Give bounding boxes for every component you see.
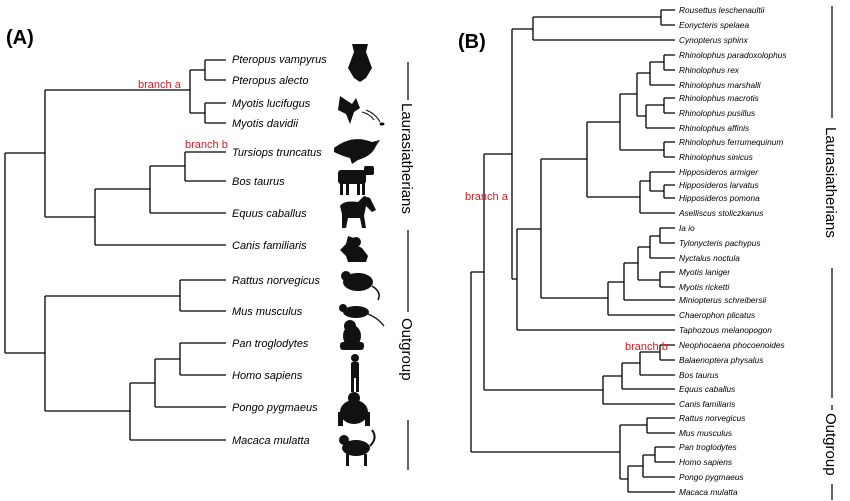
taxon-label: Canis familiaris xyxy=(679,399,735,409)
group-outgroup-b: Outgroup xyxy=(822,413,839,476)
taxon-label: Rousettus leschenaultii xyxy=(679,5,765,15)
taxon-label: Myotis davidii xyxy=(232,118,299,130)
taxon-label: Rhinolophus ferrumequinum xyxy=(679,137,783,147)
taxon-label: Rhinolophus affinis xyxy=(679,123,749,133)
taxon-label: Tursiops truncatus xyxy=(232,147,322,159)
group-laurasiatherians-b: Laurasiatherians xyxy=(822,127,839,238)
taxon-label: Rhinolophus paradoxolophus xyxy=(679,50,786,60)
taxon-label: Eonycteris spelaea xyxy=(679,20,749,30)
taxon-label: Rhinolophus macrotis xyxy=(679,93,759,103)
taxon-label: Rhinolophus rex xyxy=(679,65,740,75)
cow-icon xyxy=(338,166,374,195)
taxon-label: Aselliscus stoliczkanus xyxy=(678,208,763,218)
taxon-label: Myotis ricketti xyxy=(679,282,730,292)
taxon-label: Rhinolophus sinicus xyxy=(679,152,753,162)
taxon-label: Rattus norvegicus xyxy=(679,413,745,423)
panel-b-taxa: Rousettus leschenaultii Eonycteris spela… xyxy=(678,5,786,497)
taxon-label: Mus musculus xyxy=(232,306,303,318)
branch-b-label: branch b xyxy=(185,139,228,151)
taxon-label: Equus caballus xyxy=(232,208,307,220)
taxon-label: Rhinolophus marshalli xyxy=(679,80,762,90)
panel-b-tree xyxy=(470,9,675,493)
taxon-label: Pan troglodytes xyxy=(679,442,737,452)
taxon-label: Homo sapiens xyxy=(679,457,732,467)
taxon-label: Hipposideros pomona xyxy=(679,193,760,203)
branch-a-label-b: branch a xyxy=(465,191,509,203)
taxon-label: Bos taurus xyxy=(232,176,285,188)
taxon-label: Myotis lucifugus xyxy=(232,98,311,110)
taxon-label: Rattus norvegicus xyxy=(232,275,321,287)
panel-a-label: (A) xyxy=(6,27,34,49)
dolphin-icon xyxy=(334,139,380,164)
taxon-label: Bos taurus xyxy=(679,370,719,380)
orangutan-icon xyxy=(338,392,370,426)
taxon-label: Equus caballus xyxy=(679,384,735,394)
bat-icon xyxy=(348,44,372,82)
branch-b-label-b: branch b xyxy=(625,341,668,353)
taxon-label: Pteropus vampyrus xyxy=(232,54,327,66)
taxon-label: Pongo pygmaeus xyxy=(232,402,318,414)
human-icon xyxy=(351,354,359,392)
taxon-label: Hipposideros armiger xyxy=(679,167,759,177)
taxon-label: Taphozous melanopogon xyxy=(679,325,772,335)
taxon-label: Chaerophon plicatus xyxy=(679,310,755,320)
taxon-label: Canis familiaris xyxy=(232,240,307,252)
panel-a-tree xyxy=(4,59,226,441)
mouse-icon xyxy=(339,304,385,327)
panel-b-label: (B) xyxy=(458,31,486,53)
branch-a-label: branch a xyxy=(138,79,182,91)
taxon-label: Pongo pygmaeus xyxy=(679,472,744,482)
taxon-label: Cynopterus sphinx xyxy=(679,35,749,45)
group-outgroup-a: Outgroup xyxy=(398,318,415,381)
group-laurasiatherians-a: Laurasiatherians xyxy=(398,103,415,214)
macaque-icon xyxy=(339,429,376,466)
taxon-label: Neophocaena phocoenoides xyxy=(679,340,785,350)
panel-a-icons xyxy=(334,44,385,466)
rat-icon xyxy=(341,271,380,301)
panel-a-taxa: Pteropus vampyrus Pteropus alecto Myotis… xyxy=(232,54,327,447)
taxon-label: Macaca mulatta xyxy=(232,435,310,447)
taxon-label: Macaca mulatta xyxy=(679,487,738,497)
taxon-label: Balaenoptera physalus xyxy=(679,355,763,365)
taxon-label: Pteropus alecto xyxy=(232,75,308,87)
horse-icon xyxy=(340,196,376,228)
taxon-label: Homo sapiens xyxy=(232,370,303,382)
dog-icon xyxy=(340,236,368,262)
flying-bat-icon xyxy=(338,96,385,126)
taxon-label: Pan troglodytes xyxy=(232,338,309,350)
taxon-label: Hipposideros larvatus xyxy=(679,180,759,190)
taxon-label: Miniopterus schreibersii xyxy=(679,295,767,305)
taxon-label: Tylonycteris pachypus xyxy=(679,238,760,248)
taxon-label: Rhinolophus pusillus xyxy=(679,108,755,118)
taxon-label: Mus musculus xyxy=(679,428,732,438)
taxon-label: Ia io xyxy=(679,223,695,233)
taxon-label: Nyctalus noctula xyxy=(679,253,740,263)
chimpanzee-icon xyxy=(340,320,364,350)
taxon-label: Myotis laniger xyxy=(679,267,731,277)
